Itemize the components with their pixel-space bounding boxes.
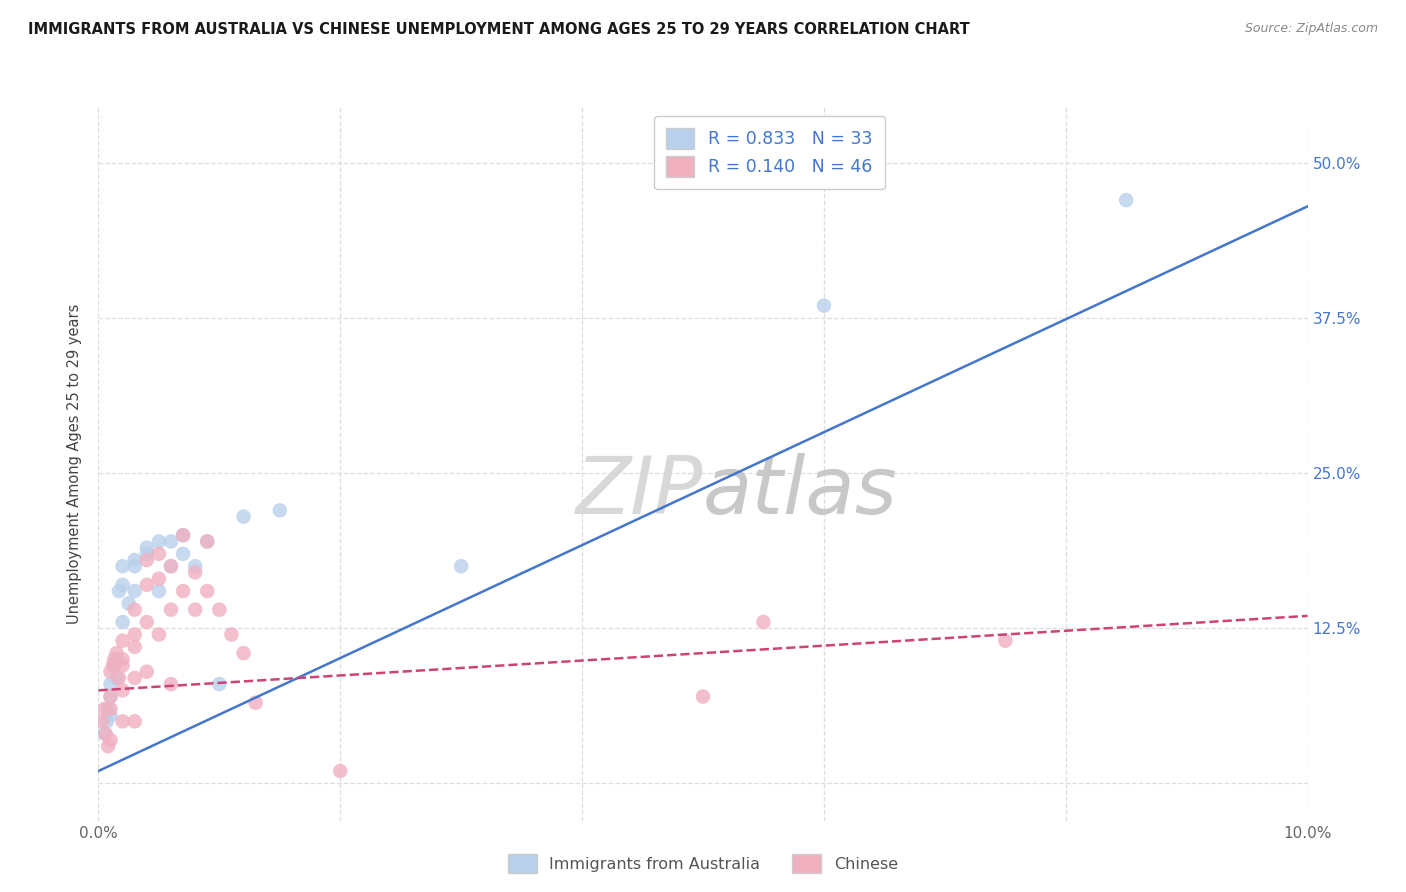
Point xyxy=(103,652,125,666)
Point xyxy=(111,714,134,729)
Point xyxy=(1115,193,1137,207)
Point xyxy=(172,528,194,542)
Point xyxy=(91,714,114,729)
Point xyxy=(105,652,128,666)
Point xyxy=(172,528,194,542)
Point xyxy=(124,602,146,616)
Point xyxy=(269,503,291,517)
Point xyxy=(100,690,122,704)
Point xyxy=(135,547,157,561)
Point xyxy=(135,615,157,629)
Point xyxy=(105,646,128,660)
Point xyxy=(135,665,157,679)
Point xyxy=(124,640,146,654)
Point xyxy=(124,627,146,641)
Point xyxy=(195,534,218,549)
Point xyxy=(160,602,183,616)
Point xyxy=(111,633,134,648)
Point xyxy=(208,602,231,616)
Point xyxy=(93,727,115,741)
Point xyxy=(994,633,1017,648)
Text: Source: ZipAtlas.com: Source: ZipAtlas.com xyxy=(1244,22,1378,36)
Point xyxy=(232,646,254,660)
Point xyxy=(111,615,134,629)
Point xyxy=(100,677,122,691)
Point xyxy=(135,553,157,567)
Point xyxy=(184,559,207,574)
Point xyxy=(195,584,218,599)
Point xyxy=(172,547,194,561)
Point xyxy=(124,714,146,729)
Point xyxy=(160,559,183,574)
Point xyxy=(148,547,170,561)
Point xyxy=(111,652,134,666)
Point xyxy=(124,584,146,599)
Point xyxy=(111,683,134,698)
Point xyxy=(208,677,231,691)
Point xyxy=(221,627,243,641)
Point xyxy=(148,584,170,599)
Legend: Immigrants from Australia, Chinese: Immigrants from Australia, Chinese xyxy=(502,847,904,880)
Point xyxy=(97,739,120,754)
Point xyxy=(195,534,218,549)
Point xyxy=(813,299,835,313)
Point xyxy=(135,578,157,592)
Point xyxy=(111,578,134,592)
Point xyxy=(105,671,128,685)
Legend: R = 0.833   N = 33, R = 0.140   N = 46: R = 0.833 N = 33, R = 0.140 N = 46 xyxy=(654,116,884,189)
Point xyxy=(96,714,118,729)
Point xyxy=(329,764,352,778)
Y-axis label: Unemployment Among Ages 25 to 29 years: Unemployment Among Ages 25 to 29 years xyxy=(67,303,83,624)
Point xyxy=(692,690,714,704)
Point xyxy=(232,509,254,524)
Point xyxy=(118,597,141,611)
Point xyxy=(450,559,472,574)
Point xyxy=(97,702,120,716)
Point xyxy=(124,671,146,685)
Point xyxy=(245,696,267,710)
Point xyxy=(160,559,183,574)
Point xyxy=(94,727,117,741)
Point xyxy=(108,671,131,685)
Point xyxy=(148,627,170,641)
Point xyxy=(101,658,124,673)
Point xyxy=(100,708,122,723)
Point xyxy=(100,702,122,716)
Point xyxy=(111,658,134,673)
Point xyxy=(100,733,122,747)
Point xyxy=(184,602,207,616)
Text: atlas: atlas xyxy=(703,453,898,532)
Point xyxy=(124,559,146,574)
Text: IMMIGRANTS FROM AUSTRALIA VS CHINESE UNEMPLOYMENT AMONG AGES 25 TO 29 YEARS CORR: IMMIGRANTS FROM AUSTRALIA VS CHINESE UNE… xyxy=(28,22,970,37)
Point xyxy=(100,690,122,704)
Point xyxy=(111,559,134,574)
Point xyxy=(160,677,183,691)
Point xyxy=(124,553,146,567)
Point xyxy=(135,541,157,555)
Point xyxy=(148,534,170,549)
Point xyxy=(93,702,115,716)
Point xyxy=(172,584,194,599)
Text: ZIP: ZIP xyxy=(575,453,703,532)
Point xyxy=(100,665,122,679)
Point xyxy=(108,584,131,599)
Point xyxy=(160,534,183,549)
Point xyxy=(148,572,170,586)
Point xyxy=(103,658,125,673)
Point xyxy=(752,615,775,629)
Point xyxy=(184,566,207,580)
